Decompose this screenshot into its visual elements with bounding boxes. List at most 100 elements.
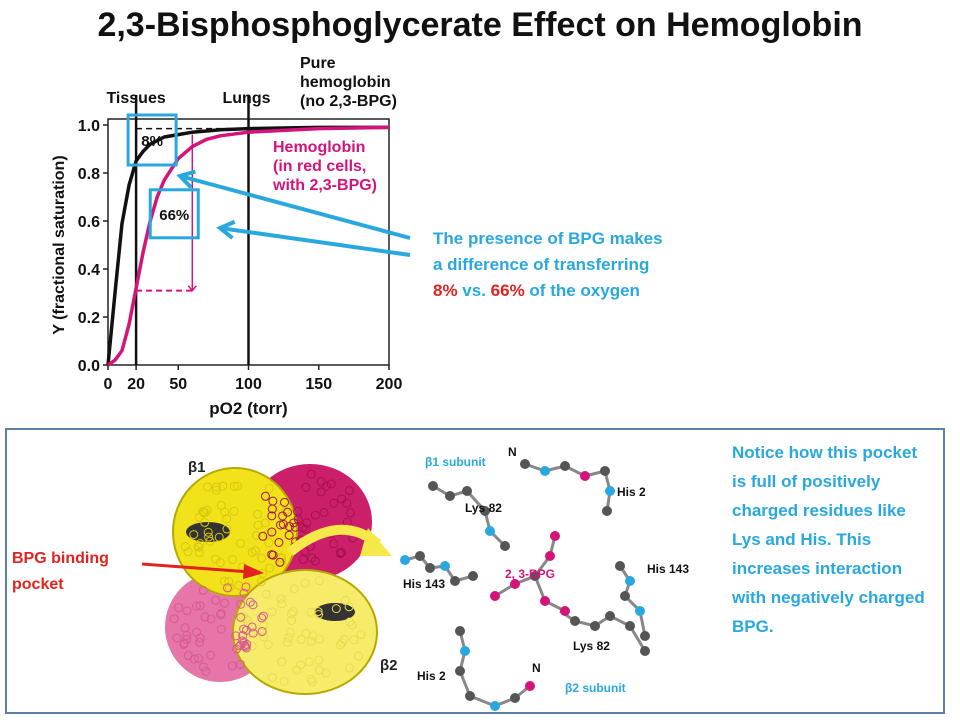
atom xyxy=(625,621,635,631)
pure-delta-box xyxy=(126,113,178,167)
atom-bead xyxy=(326,479,336,489)
y-tick-label: 0.0 xyxy=(78,358,100,375)
pure-series-label-line: (no 2,3-BPG) xyxy=(300,93,397,110)
atom-bead xyxy=(231,631,241,641)
series-curve-pure xyxy=(106,125,389,366)
atom-bead xyxy=(319,508,329,518)
atom-bead xyxy=(206,614,216,624)
atom xyxy=(468,571,478,581)
atom-bead xyxy=(194,653,204,663)
bpg-molecule-label: 2, 3-BPG xyxy=(505,567,555,581)
atom-bead xyxy=(248,600,258,610)
atom xyxy=(400,555,410,565)
atom-bead xyxy=(222,514,232,524)
atom-bead xyxy=(286,609,296,619)
atom-bead xyxy=(174,602,184,612)
atom-bead xyxy=(183,547,193,557)
y-axis-label: Y (fractional saturation) xyxy=(51,155,68,334)
atom-bead xyxy=(263,640,273,650)
beta1-label: β1 xyxy=(188,459,206,476)
atom-bead xyxy=(236,659,246,669)
atom-bead xyxy=(260,518,270,528)
atom-bead xyxy=(256,577,266,587)
bpg-series-label-line: Hemoglobin xyxy=(273,139,365,156)
atom-bead xyxy=(344,485,354,495)
atom-bead xyxy=(347,620,357,630)
atom-bead xyxy=(335,548,345,558)
atom-bead xyxy=(229,481,239,491)
atom-bead xyxy=(288,607,298,617)
x-tick-label: 100 xyxy=(235,376,262,393)
atom-bead xyxy=(263,529,273,539)
atom-bead xyxy=(247,622,257,632)
x-axis-label: pO2 (torr) xyxy=(209,399,287,418)
atom-bead xyxy=(298,554,308,564)
note1-line2: a difference of transferring xyxy=(433,255,650,274)
atom-bead xyxy=(274,537,284,547)
atom-bead xyxy=(224,577,234,587)
atom-bead xyxy=(216,610,226,620)
atom-bead xyxy=(265,563,275,573)
atom-bead xyxy=(195,539,205,549)
atom-bead xyxy=(289,518,299,528)
atom-bead xyxy=(183,650,193,660)
atom-bead xyxy=(194,542,204,552)
atom-bead xyxy=(211,482,221,492)
slide-title: 2,3-Bisphosphoglycerate Effect on Hemogl… xyxy=(97,6,863,44)
atom-bead xyxy=(211,554,221,564)
atom xyxy=(428,481,438,491)
atom-bead xyxy=(321,481,331,491)
atom-bead xyxy=(182,606,192,616)
note1-pct-pure: 8% xyxy=(433,281,458,300)
atom-bead xyxy=(353,651,363,661)
x-tick-label: 20 xyxy=(127,376,145,393)
atom-bead xyxy=(267,607,277,617)
beta1-subunit-label: β1 subunit xyxy=(425,455,486,469)
atom-bead xyxy=(339,635,349,645)
beta2-label: β2 xyxy=(380,657,398,674)
atom-bead xyxy=(316,477,326,487)
beta2-subunit-label: β2 subunit xyxy=(565,681,626,695)
x-tick-label: 50 xyxy=(169,376,187,393)
residue-his2-top: His 2 xyxy=(617,485,646,499)
atom-bead xyxy=(245,597,255,607)
atom-bead xyxy=(306,674,316,684)
atom-bead xyxy=(283,637,293,647)
bpg-delta-label: 66% xyxy=(159,207,189,224)
atom-bead xyxy=(193,541,203,551)
atom-bead xyxy=(307,553,317,563)
atom-bead xyxy=(204,532,214,542)
atom-bead xyxy=(201,666,211,676)
atom-bead xyxy=(290,522,300,532)
bpg-series-label-line: with 2,3-BPG) xyxy=(272,177,377,194)
atom-bead xyxy=(232,481,242,491)
atom xyxy=(510,693,520,703)
pocket-residues-note: Notice how this pocket is full of positi… xyxy=(732,443,925,636)
atom-bead xyxy=(277,657,287,667)
atom-bead xyxy=(179,639,189,649)
structure-panel xyxy=(5,428,945,714)
atom-bead xyxy=(296,660,306,670)
atom-bead xyxy=(191,601,201,611)
atom-bead xyxy=(261,589,271,599)
atom-bead xyxy=(276,594,286,604)
atom-bead xyxy=(258,531,268,541)
atom-bead xyxy=(198,507,208,517)
atom-bead xyxy=(329,539,339,549)
atom-bead xyxy=(284,633,294,643)
atom-bead xyxy=(268,496,278,506)
bond-chain-top xyxy=(524,462,612,512)
y-tick-label: 0.6 xyxy=(78,214,100,231)
atom-bead xyxy=(236,640,246,650)
atom-bead xyxy=(205,536,215,546)
atom-bead xyxy=(268,550,278,560)
atom xyxy=(520,459,530,469)
atom-bead xyxy=(314,576,324,586)
atom-bead xyxy=(356,630,366,640)
atom-bead xyxy=(314,655,324,665)
atom-bead xyxy=(276,520,286,530)
atom xyxy=(500,541,510,551)
atom-bead xyxy=(241,641,251,651)
atom-bead xyxy=(331,604,341,614)
atom-bead xyxy=(306,636,316,646)
